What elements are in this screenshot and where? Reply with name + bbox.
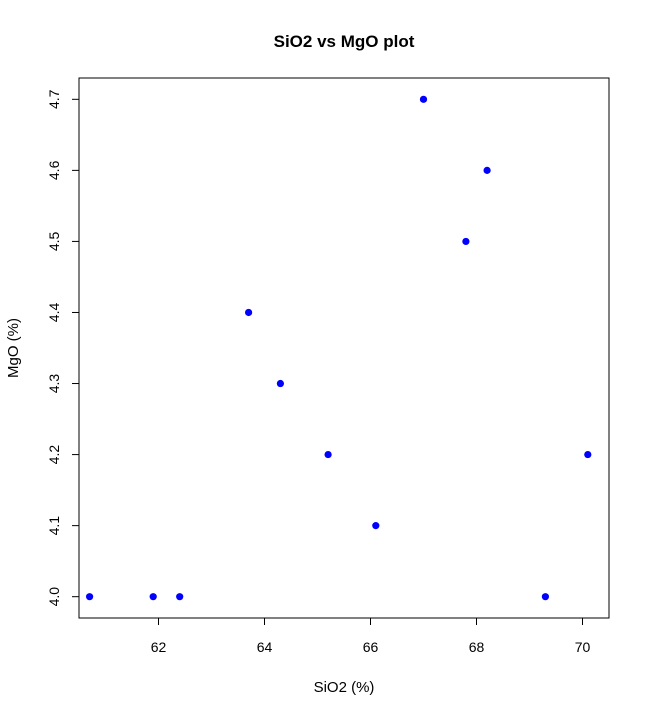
plot-frame (78, 77, 610, 619)
y-tick-label: 4.4 (46, 303, 62, 323)
data-point (372, 522, 380, 530)
data-point (541, 593, 550, 601)
data-point (245, 308, 253, 317)
x-tick-label: 70 (575, 639, 591, 655)
x-tick-label: 68 (469, 639, 485, 655)
data-point (419, 95, 428, 103)
x-tick-label: 66 (363, 639, 379, 655)
data-point (462, 237, 470, 246)
data-point (324, 450, 332, 459)
y-tick-label: 4.0 (46, 587, 62, 607)
y-tick-label: 4.5 (46, 231, 62, 251)
y-tick-label: 4.7 (46, 89, 62, 109)
x-tick-label: 62 (151, 639, 167, 655)
data-point (276, 379, 284, 388)
data-point (176, 593, 184, 601)
x-axis-label: SiO2 (%) (314, 679, 375, 696)
y-tick-label: 4.2 (46, 445, 62, 465)
data-point (149, 593, 157, 601)
y-axis-label: MgO (%) (5, 318, 22, 378)
y-tick-label: 4.6 (46, 160, 62, 180)
y-tick-label: 4.1 (46, 516, 62, 536)
data-point (584, 450, 592, 459)
data-point (483, 166, 491, 174)
y-axis: 4.0 4.1 4.2 4.3 4.4 4.5 4.6 4.7 (46, 89, 80, 607)
y-tick-label: 4.3 (46, 374, 62, 394)
chart-title: SiO2 vs MgO plot (274, 32, 415, 51)
data-point (86, 593, 94, 601)
x-tick-label: 64 (257, 639, 273, 655)
x-axis: 62 64 66 68 70 (151, 617, 591, 655)
data-points (86, 95, 592, 601)
